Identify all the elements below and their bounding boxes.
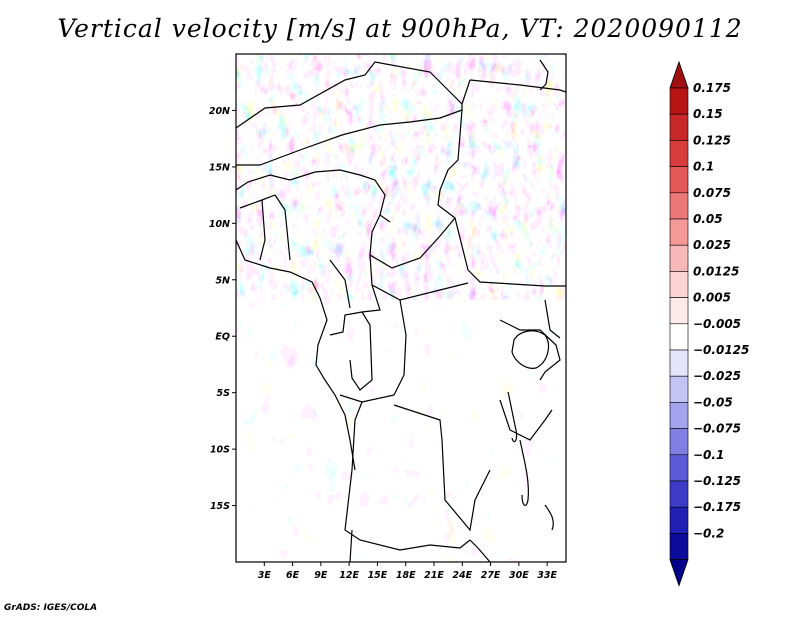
lon-tick-label: 21E bbox=[424, 570, 444, 581]
longitude-axis: 3E 6E 9E 12E 15E 18E 21E 24E 27E 30E 33E bbox=[258, 562, 558, 581]
lat-tick-label: 15N bbox=[209, 162, 230, 173]
colorbar-label: 0.005 bbox=[693, 291, 731, 305]
colorbar-swatch bbox=[669, 244, 689, 272]
colorbar-swatch bbox=[669, 402, 689, 429]
lat-tick-label: 10S bbox=[210, 445, 230, 456]
lat-tick-label: 10N bbox=[209, 219, 230, 230]
colorbar-swatch bbox=[669, 454, 689, 482]
colorbar-swatch bbox=[669, 140, 689, 167]
colorbar-label: −0.2 bbox=[693, 526, 724, 540]
colorbar: 0.175 0.15 0.125 0.1 0.075 0.05 0.025 0.0125 0.0… bbox=[669, 60, 749, 587]
colorbar-label: 0.075 bbox=[693, 186, 731, 200]
colorbar-label: 0.15 bbox=[693, 107, 723, 121]
lat-tick-label: 20N bbox=[209, 106, 230, 117]
lon-tick-label: 33E bbox=[537, 570, 557, 581]
lat-tick-label: 15S bbox=[210, 501, 230, 512]
lon-tick-label: 18E bbox=[396, 570, 416, 581]
colorbar-label: −0.075 bbox=[693, 422, 741, 436]
colorbar-swatch bbox=[669, 480, 689, 508]
colorbar-swatch bbox=[669, 323, 689, 351]
colorbar-swatch bbox=[669, 218, 689, 246]
figure-title: Vertical velocity [m/s] at 900hPa, VT: 2… bbox=[57, 14, 743, 43]
colorbar-swatch bbox=[669, 271, 689, 298]
colorbar-top-arrow bbox=[669, 60, 689, 89]
colorbar-swatch bbox=[669, 428, 689, 456]
colorbar-swatch bbox=[669, 87, 689, 115]
grads-credit: GrADS: IGES/COLA bbox=[4, 603, 98, 613]
colorbar-bottom-arrow bbox=[669, 559, 689, 587]
lon-tick-label: 24E bbox=[452, 570, 472, 581]
colorbar-label: −0.0125 bbox=[693, 343, 749, 357]
colorbar-label: 0.175 bbox=[693, 81, 731, 95]
colorbar-swatch bbox=[669, 375, 689, 403]
lon-tick-label: 9E bbox=[314, 570, 328, 581]
colorbar-label: 0.0125 bbox=[693, 264, 739, 278]
lon-tick-label: 3E bbox=[258, 570, 272, 581]
colorbar-swatch bbox=[669, 166, 689, 194]
lon-tick-label: 12E bbox=[339, 570, 359, 581]
colorbar-label: −0.125 bbox=[693, 474, 741, 488]
colorbar-label: 0.05 bbox=[693, 212, 723, 226]
colorbar-swatch bbox=[669, 533, 689, 560]
colorbar-label: 0.125 bbox=[693, 133, 731, 147]
lon-tick-label: 6E bbox=[286, 570, 300, 581]
colorbar-swatch bbox=[669, 192, 689, 220]
lon-tick-label: 27E bbox=[481, 570, 501, 581]
map-frame bbox=[235, 53, 567, 563]
colorbar-label: 0.1 bbox=[693, 160, 714, 174]
colorbar-label: −0.175 bbox=[693, 500, 741, 514]
lat-tick-label: EQ bbox=[215, 332, 230, 343]
lon-tick-label: 15E bbox=[368, 570, 388, 581]
colorbar-label: 0.025 bbox=[693, 238, 731, 252]
colorbar-swatch bbox=[669, 113, 689, 141]
colorbar-label: −0.1 bbox=[693, 448, 724, 462]
colorbar-label: −0.005 bbox=[693, 317, 741, 331]
lat-tick-label: 5S bbox=[217, 388, 231, 399]
colorbar-swatch bbox=[669, 349, 689, 377]
colorbar-swatch bbox=[669, 506, 689, 534]
country-borders bbox=[236, 59, 566, 562]
lon-tick-label: 30E bbox=[509, 570, 529, 581]
colorbar-label: −0.05 bbox=[693, 395, 733, 409]
lat-tick-label: 5N bbox=[215, 275, 230, 286]
latitude-axis: 20N 15N 10N 5N EQ 5S 10S 15S bbox=[209, 106, 236, 512]
colorbar-swatch bbox=[669, 297, 689, 325]
colorbar-label: −0.025 bbox=[693, 369, 741, 383]
